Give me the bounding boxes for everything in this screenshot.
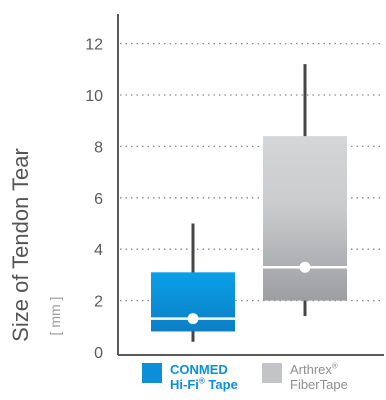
legend-swatch-conmed	[142, 363, 162, 383]
legend-registered-mark-conmed: ®	[198, 376, 205, 386]
y-tick-label-6: 6	[94, 191, 103, 208]
y-axis-unit: [ mm ]	[47, 297, 63, 336]
legend-label-conmed-line2a: Hi-Fi	[170, 377, 199, 392]
y-tick-label-2: 2	[94, 294, 103, 311]
legend-registered-mark-arthrex: ®	[331, 361, 338, 371]
y-tick-label-8: 8	[94, 139, 103, 156]
legend-item-arthrex: Arthrex® FiberTape	[262, 362, 348, 392]
legend-label-conmed-line1: CONMED	[170, 362, 228, 377]
legend-label-arthrex-line2: FiberTape	[290, 377, 348, 392]
y-tick-label-0: 0	[94, 345, 103, 362]
legend-swatch-arthrex	[262, 363, 282, 383]
y-tick-label-12: 12	[85, 37, 103, 54]
median-marker-conmed	[187, 313, 199, 325]
y-tick-label-4: 4	[94, 242, 103, 259]
legend-label-arthrex-line1: Arthrex	[290, 362, 332, 377]
box-arthrex	[263, 136, 347, 301]
legend-item-conmed: CONMED Hi-Fi® Tape	[142, 362, 238, 392]
legend-label-conmed-line2b: Tape	[208, 377, 238, 392]
y-axis-title: Size of Tendon Tear	[8, 148, 33, 342]
median-marker-arthrex	[299, 261, 311, 273]
y-tick-label-10: 10	[85, 88, 103, 105]
